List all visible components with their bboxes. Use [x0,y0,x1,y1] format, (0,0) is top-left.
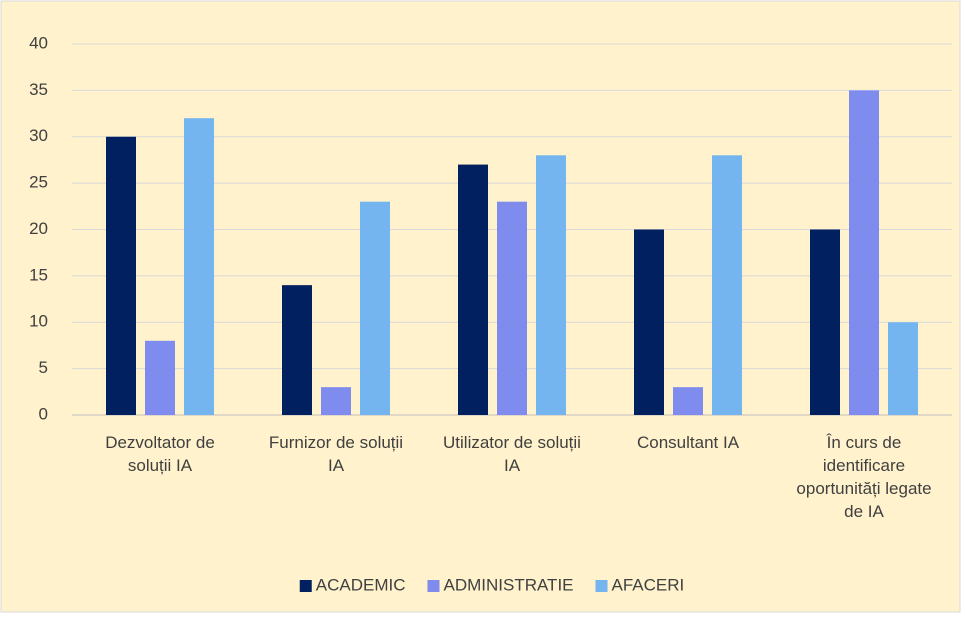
bar [673,387,703,415]
y-tick-label: 35 [29,80,48,99]
legend-swatch [299,580,312,592]
legend-label: ADMINISTRATIE [443,575,573,594]
bar [184,118,214,415]
bar [145,340,175,415]
y-tick-label: 20 [29,219,48,238]
y-tick-label: 30 [29,126,48,145]
y-tick-label: 25 [29,173,48,192]
y-tick-label: 10 [29,312,48,331]
x-tick-label: Dezvoltator de soluții IA [105,433,215,475]
x-tick-label: Furnizor de soluții IA [269,433,403,475]
y-tick-label: 5 [39,358,48,377]
bar [497,201,527,415]
bar [321,387,351,415]
legend-swatch [427,580,440,592]
bar [810,229,840,415]
y-tick-label: 0 [39,404,48,423]
x-tick-label: Utilizator de soluții IA [443,433,581,475]
bar [536,155,566,416]
bar [634,229,664,415]
bar [106,136,136,415]
y-tick-label: 15 [29,265,48,284]
legend-swatch [595,580,608,592]
x-tick-label: În curs de identificare oportunități legat… [796,433,931,521]
legend: ACADEMIC ADMINISTRATIE AFACERI [299,575,685,594]
bar [282,285,312,415]
bar [360,201,390,415]
bar [458,164,488,415]
bar [849,90,879,415]
legend-label: ACADEMIC [316,575,406,594]
y-tick-label: 40 [29,33,48,52]
legend-label: AFACERI [612,575,685,594]
bar [888,322,918,415]
bar [712,155,742,416]
x-tick-label: Consultant IA [637,433,740,452]
